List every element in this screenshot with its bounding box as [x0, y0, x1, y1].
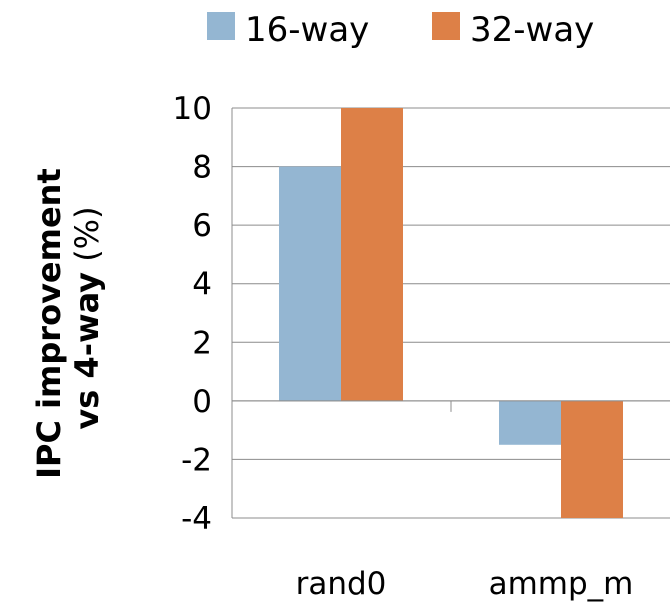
legend: 16-way 32-way — [207, 10, 594, 50]
legend-label-32-way: 32-way — [470, 10, 594, 50]
y-axis-title-line2-bold: vs 4-way — [68, 272, 106, 430]
bar-16-way-ammp_m — [499, 400, 561, 445]
y-tick-label: 2 — [192, 325, 212, 361]
bars — [279, 108, 623, 518]
y-tick-label: 6 — [192, 208, 212, 244]
bar-32-way-ammp_m — [561, 400, 623, 518]
legend-label-16-way: 16-way — [245, 10, 369, 50]
bar-32-way-rand0 — [341, 108, 403, 401]
x-category-label: rand0 — [296, 566, 387, 602]
y-tick-label: -4 — [181, 501, 212, 537]
svg-text:IPC improvement vs 4-way: IPC improvement vs 4-way (%) — [30, 157, 106, 479]
legend-swatch-32-way — [432, 12, 460, 40]
y-tick-label: 8 — [192, 150, 212, 186]
y-axis-title: IPC improvement vs 4-way (%) — [30, 157, 106, 479]
bar-16-way-rand0 — [279, 166, 341, 401]
y-tick-label: -2 — [181, 442, 212, 478]
y-tick-label: 4 — [192, 267, 212, 303]
y-axis-title-line1: IPC improvement — [30, 168, 68, 479]
y-axis-title-line2-unit: (%) — [68, 206, 106, 272]
x-category-label: ammp_m — [489, 566, 634, 602]
y-tick-label: 0 — [192, 384, 212, 420]
legend-swatch-16-way — [207, 12, 235, 40]
y-tick-label: 10 — [173, 91, 212, 127]
y-tick-labels: 10 8 6 4 2 0 -2 -4 — [173, 91, 212, 537]
category-labels: rand0 ammp_m — [296, 566, 634, 602]
